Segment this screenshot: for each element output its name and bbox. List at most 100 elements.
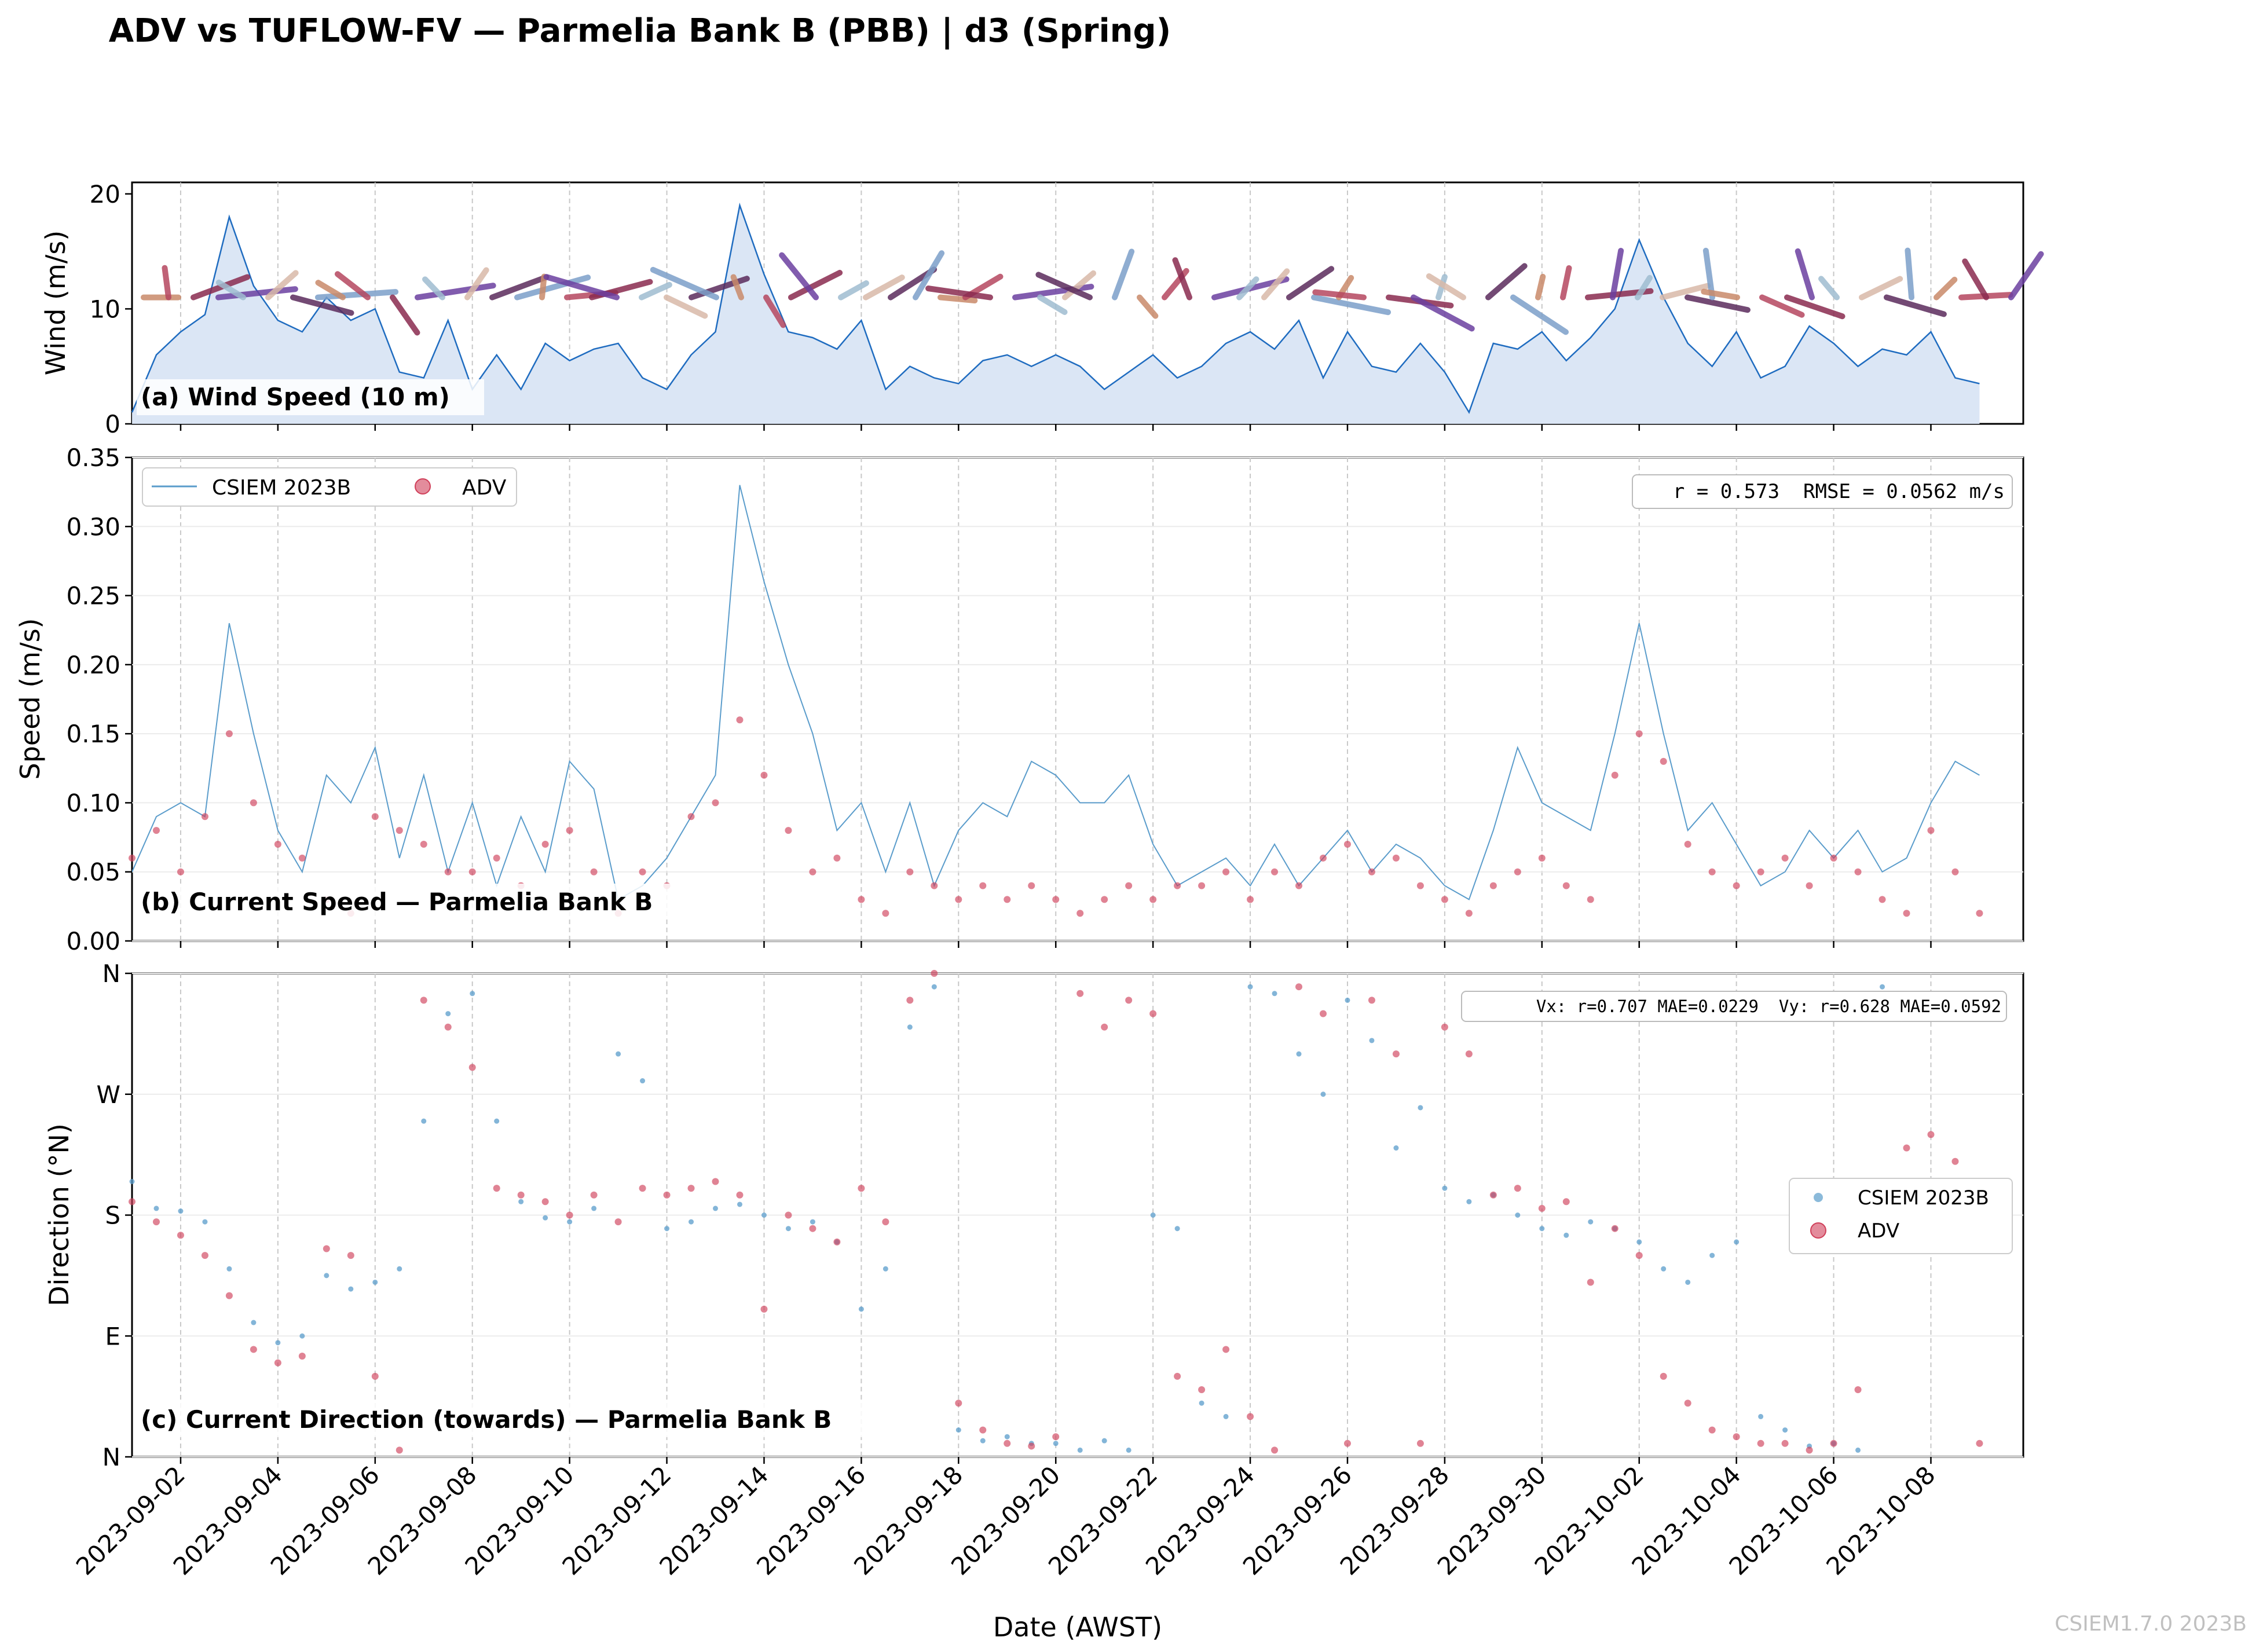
adv-direction-point (1733, 1433, 1740, 1441)
panel-b-stats: r = 0.573 RMSE = 0.0562 m/s (1673, 480, 2005, 503)
model-direction-point (785, 1226, 791, 1232)
adv-direction-point (858, 1185, 865, 1192)
wind-direction-arrow (730, 274, 744, 301)
legend-c-model-label: CSIEM 2023B (1858, 1186, 1989, 1210)
wind-direction-arrow (1485, 263, 1528, 301)
wind-direction-arrow (779, 252, 819, 301)
adv-direction-point (833, 1238, 841, 1246)
adv-speed-point (1465, 910, 1473, 917)
panel-b: 0.00 0.05 0.10 0.15 0.20 0.25 0.30 0.35 Speed (… (14, 444, 2024, 955)
adv-speed-point (1416, 882, 1424, 889)
adv-direction-point (736, 1191, 744, 1199)
adv-direction-point (1319, 1010, 1327, 1017)
figure-title: ADV vs TUFLOW-FV — Parmelia Bank B (PBB)… (109, 12, 1171, 50)
adv-direction-point (1465, 1050, 1473, 1058)
adv-speed-point (687, 813, 695, 820)
model-direction-point (1709, 1252, 1715, 1258)
adv-direction-point (1247, 1413, 1254, 1420)
adv-direction-point (1222, 1346, 1230, 1353)
wind-direction-arrow (1311, 294, 1392, 316)
adv-speed-point (396, 827, 403, 834)
x-axis-label: Date (AWST) (993, 1611, 1162, 1643)
adv-speed-point (1052, 896, 1060, 903)
model-direction-point (1320, 1091, 1326, 1097)
wind-direction-arrow (464, 267, 489, 301)
model-direction-point (397, 1266, 402, 1272)
adv-speed-point (712, 799, 719, 807)
model-direction-point (1296, 1051, 1302, 1057)
legend-c-adv-swatch (1810, 1222, 1826, 1239)
model-direction-point (761, 1213, 767, 1218)
adv-direction-point (1489, 1191, 1497, 1199)
adv-direction-point (639, 1185, 646, 1192)
adv-direction-point (566, 1211, 573, 1219)
adv-speed-point (979, 882, 987, 889)
wind-direction-arrow (1905, 247, 1914, 301)
wind-direction-arrow (1795, 248, 1815, 301)
panel-b-ylabel: Speed (m/s) (14, 618, 46, 780)
wind-direction-arrow (913, 250, 945, 301)
model-direction-point (1734, 1239, 1740, 1245)
wind-direction-arrow (1702, 247, 1715, 301)
wind-direction-arrow (162, 265, 171, 301)
adv-speed-point (1951, 868, 1959, 876)
model-direction-point (153, 1206, 159, 1211)
panel-c: N E S W N Direction (°N) Vx: r=0.707 MAE=0.0… (43, 959, 2024, 1471)
wind-direction-arrow (1759, 294, 1805, 318)
model-direction-point (1053, 1441, 1059, 1446)
adv-direction-point (809, 1225, 816, 1232)
panel-a-annotation-bg (137, 379, 484, 415)
legend-c-adv-label: ADV (1858, 1219, 1899, 1243)
y-tick-label: 0.15 (66, 720, 120, 748)
adv-direction-point (444, 1023, 452, 1031)
adv-direction-point (1757, 1439, 1764, 1447)
adv-speed-point (371, 813, 379, 820)
adv-speed-point (274, 841, 281, 848)
model-direction-point (1077, 1447, 1083, 1453)
wind-direction-arrow (514, 274, 591, 301)
model-direction-point (567, 1219, 573, 1225)
adv-direction-point (1271, 1446, 1279, 1454)
adv-speed-point (1927, 827, 1935, 834)
legend-adv-label: ADV (462, 476, 507, 500)
adv-speed-point (785, 827, 792, 834)
model-direction-point (1369, 1038, 1375, 1043)
panel-b-y-ticks: 0.00 0.05 0.10 0.15 0.20 0.25 0.30 0.35 (66, 444, 132, 955)
model-direction-point (713, 1206, 719, 1211)
adv-direction-point (1806, 1446, 1813, 1454)
adv-speed-point (882, 910, 889, 917)
model-direction-point (251, 1320, 257, 1325)
adv-speed-point (1830, 854, 1837, 862)
wind-direction-arrow (1172, 257, 1192, 301)
model-direction-point (931, 984, 937, 990)
panel-b-grid (132, 457, 2023, 942)
model-direction-point (324, 1273, 329, 1279)
adv-speed-point (541, 841, 549, 848)
model-direction-point (1880, 984, 1885, 990)
wind-direction-arrow (290, 294, 354, 316)
adv-speed-point (858, 896, 865, 903)
wind-direction-arrow (265, 270, 299, 301)
panel-c-legend-box (1789, 1178, 2013, 1254)
wind-direction-arrow (1535, 273, 1546, 301)
panel-b-legend-box (142, 467, 517, 507)
model-direction-point (664, 1226, 670, 1232)
wind-direction-arrow (1035, 272, 1093, 301)
adv-speed-point (298, 854, 306, 862)
adv-direction-point (614, 1218, 622, 1226)
adv-speed-point (833, 854, 841, 862)
y-tick-label: S (105, 1202, 120, 1230)
adv-direction-point (152, 1218, 160, 1226)
adv-direction-point (1392, 1050, 1400, 1058)
adv-direction-point (712, 1178, 719, 1185)
adv-direction-point (1927, 1131, 1935, 1138)
wind-direction-arrow (191, 274, 251, 301)
model-direction-point (907, 1024, 913, 1030)
adv-speed-point (1781, 854, 1789, 862)
model-direction-point (689, 1219, 694, 1225)
adv-direction-point (1976, 1439, 1983, 1447)
adv-direction-point (1416, 1439, 1424, 1447)
adv-speed-point (129, 854, 136, 862)
adv-speed-point (1733, 882, 1740, 889)
panel-b-marks (129, 485, 1983, 917)
